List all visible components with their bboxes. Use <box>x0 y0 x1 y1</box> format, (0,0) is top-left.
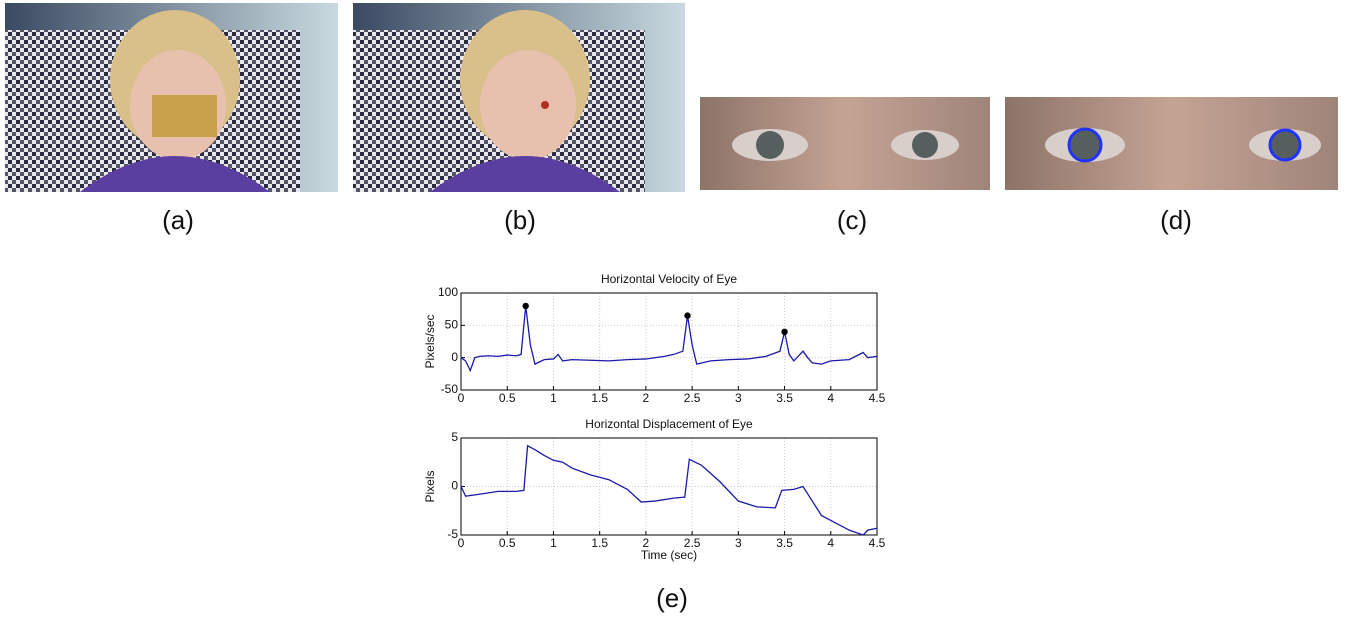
x-tick-label: 4.5 <box>869 391 886 405</box>
data-line <box>461 306 877 371</box>
panel-label: (c) <box>837 205 867 235</box>
x-tick-label: 1 <box>550 391 557 405</box>
peak-marker <box>684 312 690 318</box>
x-tick-label: 0.5 <box>499 536 516 550</box>
peak-marker <box>781 329 787 335</box>
photo-a <box>5 3 338 192</box>
photo-b <box>353 3 685 192</box>
x-tick-label: 2.5 <box>684 391 701 405</box>
panel-label: (e) <box>656 583 688 613</box>
peak-marker <box>523 303 529 309</box>
x-tick-label: 0.5 <box>499 391 516 405</box>
chart-title: Horizontal Velocity of Eye <box>601 272 737 286</box>
photo-c <box>700 97 990 190</box>
photo-d <box>1005 97 1338 190</box>
panel-label: (a) <box>162 205 194 235</box>
y-tick-label: 0 <box>451 350 458 364</box>
panel-label: (b) <box>504 205 536 235</box>
data-line <box>461 446 877 535</box>
x-tick-label: 1 <box>550 536 557 550</box>
y-tick-label: -5 <box>447 527 458 541</box>
x-tick-label: 0 <box>458 391 465 405</box>
y-tick-label: -50 <box>441 382 459 396</box>
x-tick-label: 3 <box>735 536 742 550</box>
x-tick-label: 3.5 <box>776 391 793 405</box>
y-tick-label: 5 <box>451 430 458 444</box>
x-tick-label: 4 <box>827 391 834 405</box>
y-tick-label: 100 <box>438 285 458 299</box>
x-tick-label: 0 <box>458 536 465 550</box>
x-axis-label: Time (sec) <box>641 548 697 562</box>
y-axis-label: Pixels <box>423 470 437 502</box>
panel-label: (d) <box>1160 205 1192 235</box>
x-tick-label: 3 <box>735 391 742 405</box>
y-tick-label: 50 <box>445 318 459 332</box>
y-tick-label: 0 <box>451 479 458 493</box>
x-tick-label: 1.5 <box>591 536 608 550</box>
x-tick-label: 4 <box>827 536 834 550</box>
x-tick-label: 2 <box>643 391 650 405</box>
y-axis-label: Pixels/sec <box>423 314 437 368</box>
x-tick-label: 3.5 <box>776 536 793 550</box>
chart-title: Horizontal Displacement of Eye <box>585 417 753 431</box>
figure: (a) (b) (c) (d) (e) 0 0.5 1 1.5 2 2.5 3 3.5 4 4.5… <box>0 0 1345 619</box>
x-tick-label: 1.5 <box>591 391 608 405</box>
x-tick-label: 4.5 <box>869 536 886 550</box>
